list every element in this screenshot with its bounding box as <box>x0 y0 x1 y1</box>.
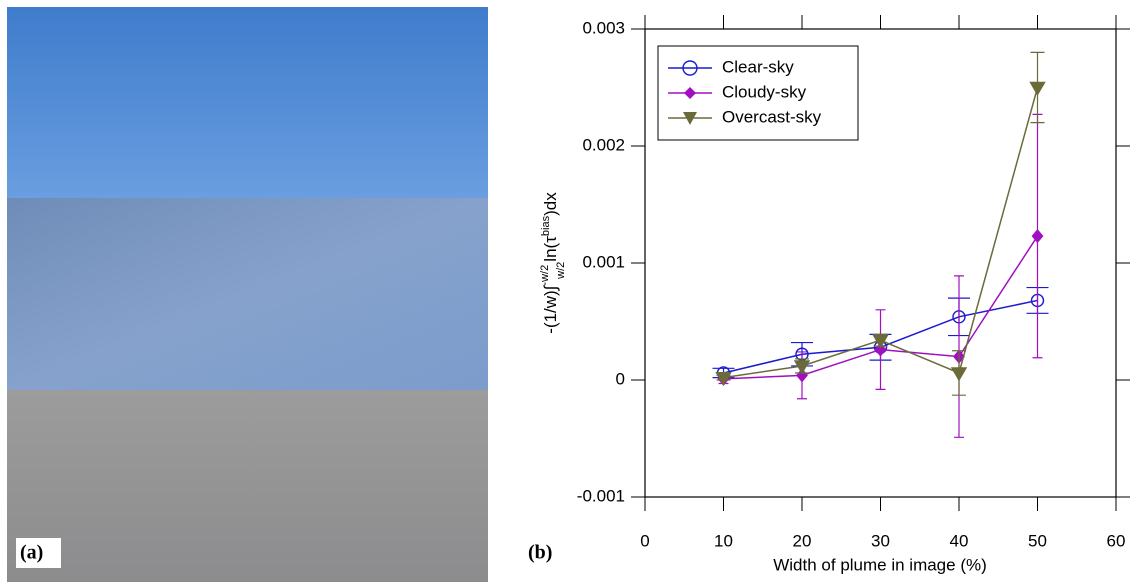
y-label-part: bias <box>540 215 552 236</box>
overcast-sky-photo <box>7 390 488 582</box>
y-tick-label: 0 <box>616 369 625 388</box>
legend-marker <box>682 60 698 76</box>
x-tick-label: 20 <box>793 531 812 550</box>
panel-label: (b) <box>528 542 552 564</box>
x-axis-label: Width of plume in image (%) <box>773 555 987 574</box>
legend-label: Clear-sky <box>722 57 794 76</box>
photo: (a) <box>7 7 488 582</box>
cloudy-sky-photo <box>7 198 488 390</box>
x-tick-label: 30 <box>871 531 890 550</box>
plot: 0 10 20 30 40 50 60 -0.001 0 0.001 0.002 0.003 -(1/w… <box>539 15 1130 550</box>
y-label-part: w/2 <box>555 262 567 280</box>
legend: Clear-sky Cloudy-sky Overcast-sky <box>657 45 859 141</box>
y-tick-label: 0.003 <box>582 18 625 37</box>
x-tick-label: 10 <box>714 531 733 550</box>
x-tick-label: 50 <box>1028 531 1047 550</box>
legend-label: Cloudy-sky <box>722 82 807 101</box>
marker <box>1031 228 1044 244</box>
x-tick-label: 40 <box>950 531 969 550</box>
marker <box>872 334 889 349</box>
x-tick-label: 60 <box>1107 531 1126 550</box>
legend-marker <box>682 60 698 76</box>
marker <box>793 360 811 375</box>
panel-label: (a) <box>20 542 43 564</box>
y-tick-label: -0.001 <box>577 486 625 505</box>
y-label-part: )dx <box>541 192 560 216</box>
legend-marker <box>683 112 697 125</box>
marker <box>715 371 732 387</box>
y-axis-label: -(1/w)∫-w/2 w/2ln(τbias)dx <box>539 192 567 334</box>
y-label-part: -w/2 <box>539 265 551 286</box>
legend-marker <box>684 87 696 99</box>
legend-marker <box>684 87 696 99</box>
legend-label: Overcast-sky <box>722 107 822 126</box>
marker <box>1029 81 1046 96</box>
clear-sky-photo <box>7 7 488 198</box>
y-tick-label: 0.002 <box>582 135 625 154</box>
y-label-part: ln(τ <box>541 236 560 262</box>
y-label-part: -(1/w) <box>541 290 560 333</box>
y-tick-label: 0.001 <box>582 252 625 271</box>
legend-marker <box>683 112 697 125</box>
y-label-part: ∫ <box>541 284 560 291</box>
label-box <box>16 538 61 568</box>
marker <box>950 367 968 382</box>
x-tick-label: 0 <box>640 531 649 550</box>
